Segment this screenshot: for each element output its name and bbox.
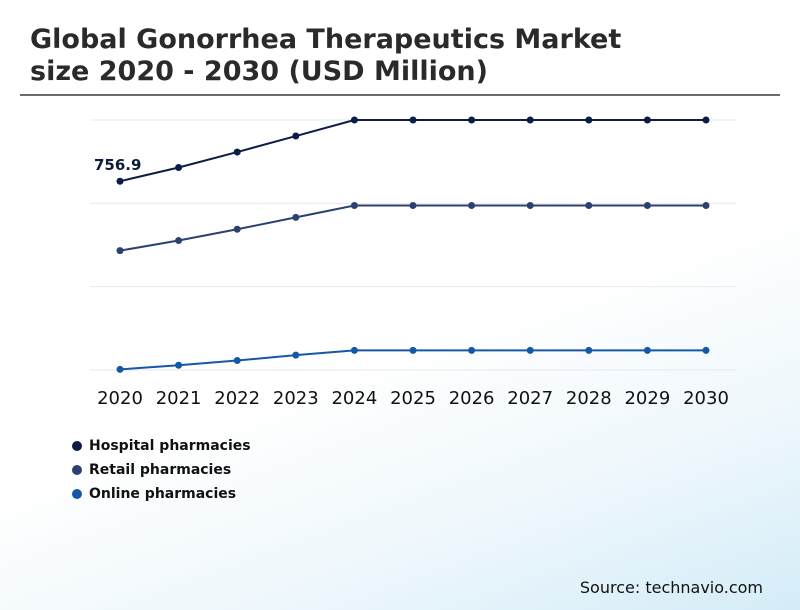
series-line-hospital-pharmacies	[119, 119, 706, 183]
data-point-hospital-pharmacies	[526, 116, 534, 124]
legend-marker	[72, 441, 82, 451]
data-point-online-pharmacies	[350, 346, 358, 354]
data-point-retail-pharmacies	[409, 202, 417, 210]
legend-item-hospital-pharmacies: Hospital pharmacies	[72, 434, 251, 458]
data-point-retail-pharmacies	[468, 202, 476, 210]
data-point-online-pharmacies	[175, 361, 183, 369]
x-tick-label: 2022	[214, 388, 260, 409]
legend-label: Retail pharmacies	[89, 462, 232, 478]
legend: Hospital pharmacies Retail pharmacies Onli…	[72, 434, 251, 506]
data-point-retail-pharmacies	[292, 213, 300, 221]
data-point-retail-pharmacies	[350, 202, 358, 210]
data-point-retail-pharmacies	[116, 247, 124, 255]
data-point-retail-pharmacies	[585, 202, 593, 210]
data-point-retail-pharmacies	[702, 202, 710, 210]
data-labels: 756.9	[94, 156, 141, 174]
data-point-online-pharmacies	[702, 346, 710, 354]
data-point-hospital-pharmacies	[468, 116, 476, 124]
data-point-retail-pharmacies	[643, 202, 651, 210]
data-point-online-pharmacies	[409, 346, 417, 354]
legend-marker	[72, 489, 82, 499]
x-tick-label: 2028	[566, 388, 612, 409]
series-line-retail-pharmacies	[119, 204, 706, 252]
x-tick-label: 2024	[331, 388, 377, 409]
data-point-retail-pharmacies	[526, 202, 534, 210]
x-tick-label: 2023	[273, 388, 319, 409]
data-point-retail-pharmacies	[175, 237, 183, 245]
data-point-online-pharmacies	[526, 346, 534, 354]
title-divider	[20, 94, 780, 96]
data-point-hospital-pharmacies	[409, 116, 417, 124]
data-point-hospital-pharmacies	[702, 116, 710, 124]
data-point-online-pharmacies	[292, 351, 300, 359]
data-point-online-pharmacies	[585, 346, 593, 354]
x-tick-label: 2027	[507, 388, 553, 409]
legend-marker	[72, 465, 82, 475]
data-point-hospital-pharmacies	[175, 164, 183, 172]
x-tick-label: 2025	[390, 388, 436, 409]
x-tick-label: 2030	[683, 388, 729, 409]
data-point-online-pharmacies	[116, 365, 124, 373]
series-points	[116, 116, 710, 373]
data-point-retail-pharmacies	[233, 225, 241, 233]
legend-item-retail-pharmacies: Retail pharmacies	[72, 458, 251, 482]
data-point-online-pharmacies	[233, 356, 241, 364]
legend-label: Hospital pharmacies	[89, 438, 251, 454]
data-label: 756.9	[94, 156, 141, 174]
gridlines	[90, 119, 736, 371]
chart-title-line-1: Global Gonorrhea Therapeutics Market	[30, 24, 622, 55]
legend-item-online-pharmacies: Online pharmacies	[72, 482, 251, 506]
x-tick-label: 2029	[624, 388, 670, 409]
series-lines	[119, 119, 706, 371]
legend-label: Online pharmacies	[89, 486, 237, 502]
line-chart: 756.9 2020 2021 2022 2023 2024 2025 2026 2027 20…	[90, 116, 736, 409]
data-point-hospital-pharmacies	[233, 148, 241, 156]
x-tick-label: 2021	[156, 388, 202, 409]
data-point-hospital-pharmacies	[585, 116, 593, 124]
source-credit: Source: technavio.com	[579, 578, 763, 597]
x-tick-label: 2020	[97, 388, 143, 409]
data-point-online-pharmacies	[643, 346, 651, 354]
data-point-hospital-pharmacies	[350, 116, 358, 124]
chart-title-line-2: size 2020 - 2030 (USD Million)	[30, 56, 488, 87]
x-axis-tick-labels: 2020 2021 2022 2023 2024 2025 2026 2027 2028 2029…	[97, 388, 729, 409]
chart-title: Global Gonorrhea Therapeutics Market siz…	[30, 24, 750, 88]
data-point-hospital-pharmacies	[292, 132, 300, 140]
data-point-hospital-pharmacies	[643, 116, 651, 124]
data-point-hospital-pharmacies	[116, 177, 124, 185]
x-tick-label: 2026	[449, 388, 495, 409]
data-point-online-pharmacies	[468, 346, 476, 354]
